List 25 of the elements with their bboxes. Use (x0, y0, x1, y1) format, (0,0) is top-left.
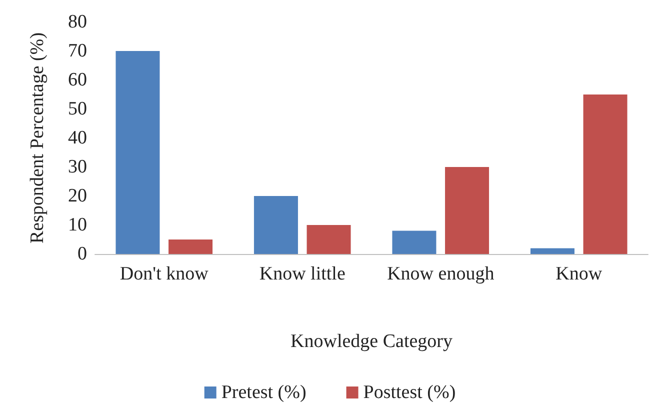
bar (306, 225, 351, 254)
bar (530, 248, 574, 254)
y-tick-label: 10 (68, 214, 87, 236)
bar (392, 230, 436, 254)
y-tick-label: 20 (68, 186, 87, 206)
y-tick-label: 40 (68, 128, 87, 148)
legend-label: Posttest (%) (363, 382, 456, 403)
x-tick-label: Don't know (120, 264, 209, 284)
bar (583, 94, 628, 254)
y-tick-label: 80 (68, 12, 87, 32)
legend-label: Pretest (%) (221, 382, 306, 403)
x-tick-label: Know little (259, 264, 346, 284)
y-tick-label: 50 (68, 98, 87, 120)
x-axis-title: Knowledge Category (290, 331, 453, 352)
x-tick-label: Know enough (387, 264, 495, 284)
bar (254, 196, 298, 254)
bar (445, 167, 490, 254)
bar (168, 240, 213, 254)
y-tick-label: 70 (68, 40, 87, 62)
y-tick-label: 0 (78, 244, 87, 264)
x-tick-label: Know (556, 264, 602, 284)
y-tick-label: 30 (68, 156, 87, 178)
y-axis-title: Respondent Percentage (%) (27, 32, 48, 244)
bar (116, 51, 160, 254)
y-tick-label: 60 (68, 70, 87, 90)
